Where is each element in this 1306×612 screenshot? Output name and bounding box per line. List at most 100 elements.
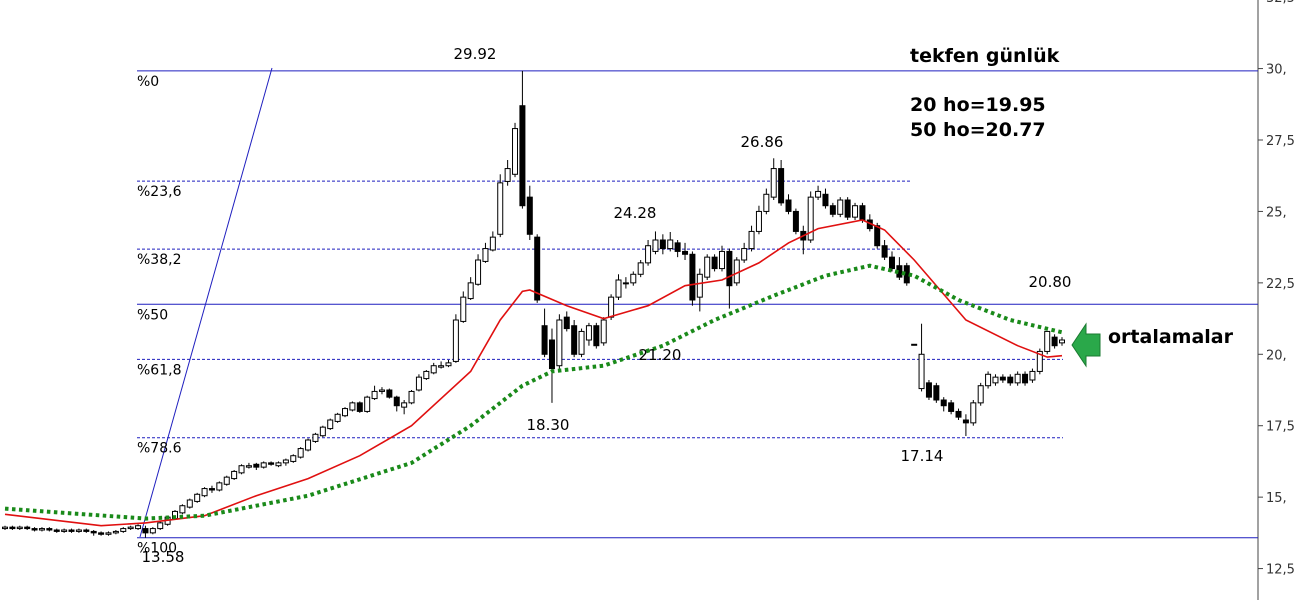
candle-body bbox=[46, 528, 53, 531]
candle-body bbox=[401, 402, 408, 408]
candle-body bbox=[1044, 330, 1051, 352]
candle-body bbox=[194, 493, 201, 502]
candle-body bbox=[378, 389, 385, 392]
candle-body bbox=[534, 236, 541, 301]
candle-body bbox=[659, 239, 666, 250]
annotation: 29.92 bbox=[454, 45, 497, 63]
candle-body bbox=[319, 426, 326, 437]
candle-body bbox=[807, 196, 814, 241]
candle-body bbox=[1014, 373, 1021, 384]
candle-body bbox=[53, 529, 60, 532]
candle-body bbox=[68, 529, 75, 532]
candle-body bbox=[260, 462, 267, 468]
candle-body bbox=[548, 339, 555, 370]
note: 20 ho=19.95 bbox=[910, 94, 1046, 116]
candle-body bbox=[940, 399, 947, 407]
candle-body bbox=[844, 199, 851, 218]
candle-body bbox=[667, 239, 674, 250]
candle-body bbox=[452, 319, 459, 362]
annotation: 20.80 bbox=[1029, 273, 1072, 291]
candle-body bbox=[763, 193, 770, 212]
candle-body bbox=[467, 282, 474, 300]
annotation: 24.28 bbox=[614, 204, 657, 222]
candle-body bbox=[859, 205, 866, 221]
candle-body bbox=[970, 402, 977, 424]
moving-average bbox=[4, 263, 1063, 521]
annotation: 18.30 bbox=[527, 416, 570, 434]
candle-body bbox=[874, 225, 881, 247]
candle-body bbox=[334, 413, 341, 422]
candle-body bbox=[297, 448, 304, 458]
candle-body bbox=[999, 376, 1006, 381]
candle-body bbox=[157, 522, 164, 530]
candle-body bbox=[364, 396, 371, 412]
candle-body bbox=[1029, 370, 1036, 381]
candle-body bbox=[290, 455, 297, 462]
y-tick-label: 12,5 bbox=[1266, 563, 1295, 578]
candle-body bbox=[689, 253, 696, 301]
y-tick-label: 15, bbox=[1266, 491, 1287, 506]
candle-body bbox=[933, 385, 940, 401]
candle-body bbox=[98, 532, 105, 535]
fib-label: %78.6 bbox=[137, 441, 182, 457]
candle-body bbox=[61, 529, 68, 532]
candle-body bbox=[674, 242, 681, 252]
candle-body bbox=[541, 325, 548, 355]
candle-body bbox=[120, 528, 127, 532]
candle-body bbox=[977, 385, 984, 404]
candle-body bbox=[948, 402, 955, 412]
candle-body bbox=[105, 532, 112, 535]
candle-body bbox=[1059, 339, 1065, 344]
candle-body bbox=[305, 439, 312, 451]
moving-average bbox=[4, 219, 1063, 527]
candle-body bbox=[497, 182, 504, 235]
candle-body bbox=[711, 256, 718, 270]
candle-body bbox=[519, 105, 526, 207]
candle-body bbox=[652, 239, 659, 252]
candle-body bbox=[275, 462, 282, 467]
candle-body bbox=[208, 488, 215, 491]
candle-body bbox=[1022, 373, 1029, 384]
candle-body bbox=[563, 316, 570, 330]
candle-body bbox=[733, 259, 740, 284]
candle-body bbox=[201, 488, 208, 497]
fib-label: %23,6 bbox=[137, 184, 182, 200]
fib-label: %61,8 bbox=[137, 362, 181, 378]
candle-body bbox=[238, 465, 245, 474]
candle-body bbox=[356, 402, 363, 412]
candle-body bbox=[179, 505, 186, 514]
y-tick-label: 25, bbox=[1266, 205, 1287, 220]
arrow bbox=[1071, 322, 1101, 368]
candle-body bbox=[778, 168, 785, 204]
arrow-label: ortalamalar bbox=[1108, 326, 1234, 348]
candle-body bbox=[475, 259, 482, 285]
fib-label: %50 bbox=[137, 307, 168, 323]
y-tick-label: 27,5 bbox=[1266, 134, 1295, 149]
candle-body bbox=[142, 528, 149, 534]
candle-body bbox=[815, 190, 822, 198]
candle-body bbox=[645, 245, 652, 264]
candle-body bbox=[216, 482, 223, 491]
candle-body bbox=[149, 528, 156, 534]
candle-body bbox=[489, 236, 496, 251]
candle-body bbox=[888, 256, 895, 270]
candle-body bbox=[770, 168, 777, 198]
candle-body bbox=[24, 526, 31, 530]
candle-body bbox=[822, 193, 829, 207]
fib-label: %38,2 bbox=[137, 252, 181, 268]
annotation: 21.20 bbox=[639, 346, 682, 364]
candle-body bbox=[622, 282, 629, 285]
candle-body bbox=[112, 530, 119, 534]
annotation: 26.86 bbox=[741, 133, 784, 151]
candle-body bbox=[615, 279, 622, 298]
candle-body bbox=[127, 526, 134, 530]
candle-body bbox=[955, 410, 962, 418]
candle-body bbox=[83, 529, 90, 532]
candle-body bbox=[637, 262, 644, 275]
candle-body bbox=[245, 465, 252, 468]
candle-body bbox=[918, 353, 925, 390]
candle-body bbox=[282, 459, 289, 464]
annotation: 17.14 bbox=[901, 447, 944, 465]
candle-body bbox=[231, 470, 238, 480]
